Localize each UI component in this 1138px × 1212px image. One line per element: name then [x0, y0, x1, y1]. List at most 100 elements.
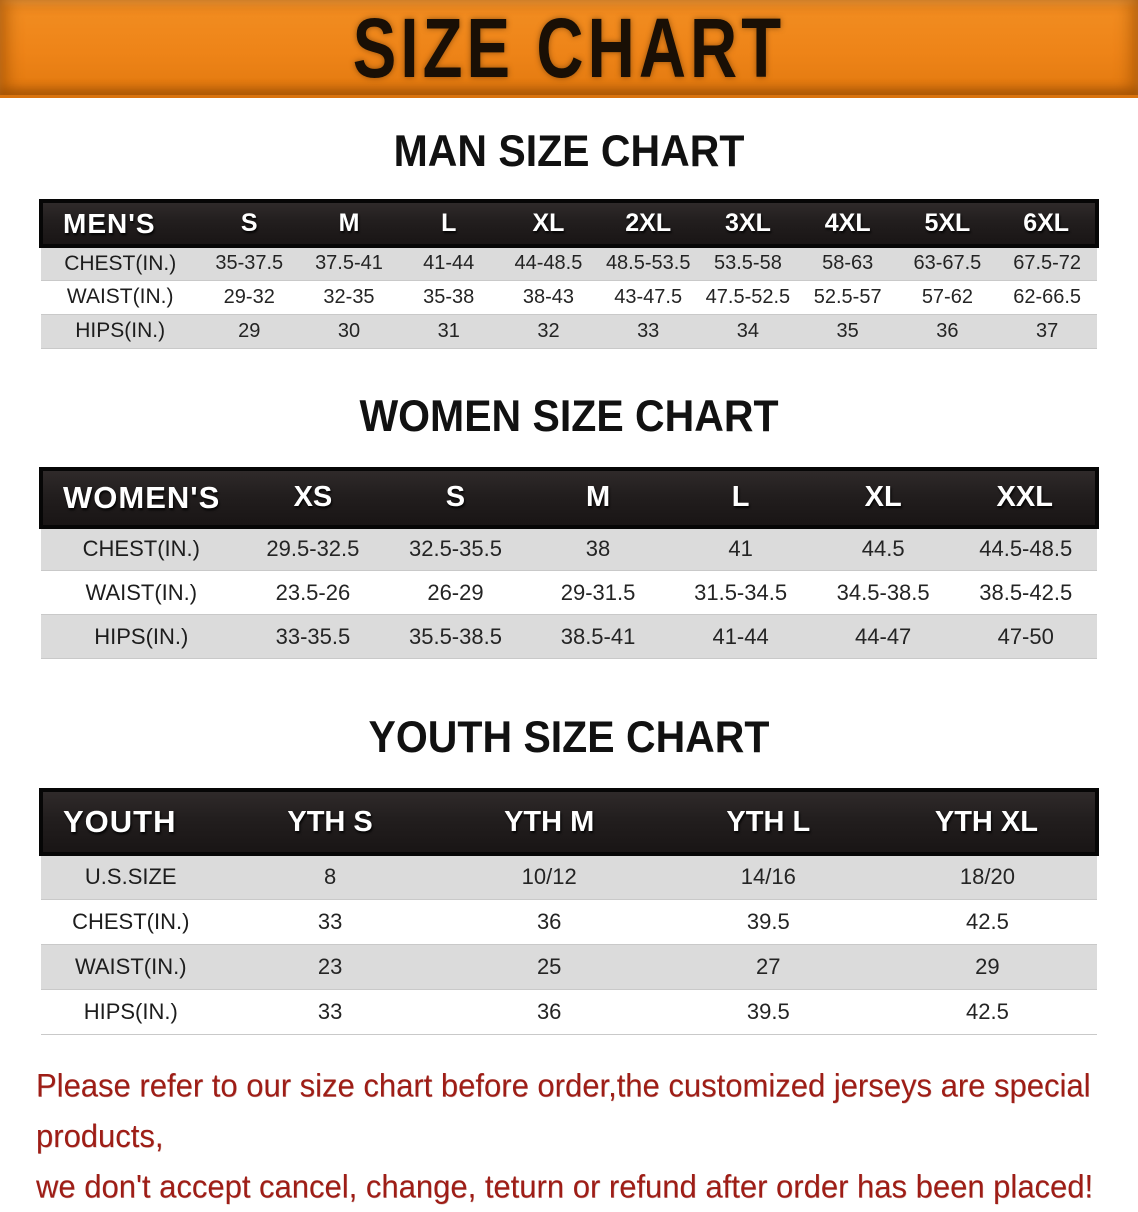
- measurement-label: U.S.SIZE: [41, 854, 221, 900]
- size-column-header: XL: [498, 199, 599, 248]
- size-value-cell: 44-47: [811, 614, 955, 659]
- disclaimer-line-1: Please refer to our size chart before or…: [36, 1066, 1091, 1154]
- size-column-header: S: [384, 466, 527, 529]
- size-value-cell: 32-35: [299, 280, 399, 315]
- size-column-header: M: [526, 466, 670, 529]
- size-column-header: YTH S: [220, 788, 440, 856]
- measurement-row: CHEST(IN.) 35-37.5 37.5-41 41-44 44-48.5 48.5…: [41, 246, 1097, 281]
- size-column-header: L: [669, 466, 812, 529]
- size-value-cell: 32.5-35.5: [384, 526, 527, 571]
- measurement-label: CHEST(IN.): [41, 246, 200, 281]
- page-title: SIZE CHART: [352, 0, 786, 96]
- size-header-row: MEN'S S M L XL 2XL 3XL 4XL 5XL 6XL: [38, 199, 1099, 248]
- size-header-row: WOMEN'S XS S M L XL XXL: [39, 466, 1099, 529]
- size-value-cell: 37.5-41: [299, 246, 399, 281]
- size-value-cell: 23.5-26: [241, 570, 385, 615]
- size-value-cell: 38: [526, 526, 670, 571]
- size-value-cell: 53.5-58: [698, 246, 798, 281]
- size-value-cell: 36: [439, 989, 659, 1035]
- size-column-header: S: [199, 199, 300, 248]
- size-column-header: YTH M: [439, 788, 659, 856]
- measurement-label: HIPS(IN.): [41, 989, 221, 1035]
- measurement-label: WAIST(IN.): [41, 570, 242, 615]
- size-column-header: L: [398, 199, 499, 248]
- size-value-cell: 42.5: [877, 989, 1097, 1035]
- size-value-cell: 41-44: [669, 614, 812, 659]
- measurement-label: HIPS(IN.): [41, 314, 200, 349]
- size-value-cell: 8: [220, 854, 440, 900]
- size-value-cell: 44-48.5: [498, 246, 599, 281]
- size-value-cell: 35.5-38.5: [384, 614, 527, 659]
- size-value-cell: 36: [439, 899, 659, 945]
- size-value-cell: 27: [658, 944, 878, 990]
- size-value-cell: 33: [220, 989, 440, 1035]
- size-value-cell: 14/16: [658, 854, 878, 900]
- size-column-header: YTH L: [658, 788, 878, 856]
- measurement-label: CHEST(IN.): [41, 899, 221, 945]
- size-value-cell: 29-31.5: [526, 570, 670, 615]
- youth-section-heading: YOUTH SIZE CHART: [368, 712, 770, 762]
- size-header-row: YOUTH YTH S YTH M YTH L YTH XL: [39, 788, 1100, 856]
- size-value-cell: 30: [299, 314, 399, 349]
- size-value-cell: 33-35.5: [241, 614, 385, 659]
- measurement-row: HIPS(IN.) 33 36 39.5 42.5: [41, 989, 1097, 1035]
- measurement-row: WAIST(IN.) 23 25 27 29: [41, 944, 1097, 990]
- measurement-label: WAIST(IN.): [41, 280, 200, 315]
- size-value-cell: 44.5-48.5: [954, 526, 1097, 571]
- size-value-cell: 39.5: [658, 899, 878, 945]
- measurement-row: HIPS(IN.) 29 30 31 32 33 34 35 36 37: [41, 314, 1097, 349]
- size-column-header: M: [299, 199, 399, 248]
- size-value-cell: 33: [598, 314, 699, 349]
- table-group-label: MEN'S: [38, 199, 200, 248]
- size-column-header: 4XL: [797, 199, 898, 248]
- youth-size-section: YOUTH SIZE CHART YOUTH YTH S YTH M YTH L YTH…: [0, 712, 1138, 1035]
- size-value-cell: 29: [877, 944, 1097, 990]
- size-column-header: XS: [241, 466, 385, 529]
- measurement-row: CHEST(IN.) 29.5-32.5 32.5-35.5 38 41 44.5 44.5…: [41, 526, 1097, 571]
- size-value-cell: 31: [398, 314, 499, 349]
- size-value-cell: 38-43: [498, 280, 599, 315]
- size-value-cell: 38.5-42.5: [954, 570, 1097, 615]
- size-value-cell: 18/20: [877, 854, 1097, 900]
- measurement-label: HIPS(IN.): [41, 614, 242, 659]
- size-value-cell: 47-50: [954, 614, 1097, 659]
- measurement-label: WAIST(IN.): [41, 944, 221, 990]
- size-value-cell: 67.5-72: [997, 246, 1097, 281]
- size-value-cell: 44.5: [811, 526, 955, 571]
- size-value-cell: 52.5-57: [797, 280, 898, 315]
- size-value-cell: 34: [698, 314, 798, 349]
- measurement-row: U.S.SIZE 8 10/12 14/16 18/20: [41, 854, 1097, 900]
- size-value-cell: 10/12: [439, 854, 659, 900]
- size-value-cell: 25: [439, 944, 659, 990]
- size-column-header: 3XL: [698, 199, 798, 248]
- women-section-heading: WOMEN SIZE CHART: [359, 390, 779, 441]
- disclaimer-line-2: we don't accept cancel, change, teturn o…: [36, 1167, 1094, 1205]
- size-value-cell: 29.5-32.5: [241, 526, 385, 571]
- size-value-cell: 33: [220, 899, 440, 945]
- size-value-cell: 32: [498, 314, 599, 349]
- size-value-cell: 26-29: [384, 570, 527, 615]
- men-size-section: MAN SIZE CHART MEN'S S M L XL 2XL 3XL 4XL 5XL 6XL…: [0, 126, 1138, 349]
- banner: SIZE CHART: [0, 0, 1138, 98]
- size-value-cell: 48.5-53.5: [598, 246, 699, 281]
- size-value-cell: 35-37.5: [199, 246, 300, 281]
- size-value-cell: 63-67.5: [897, 246, 998, 281]
- size-value-cell: 34.5-38.5: [811, 570, 955, 615]
- size-column-header: XXL: [954, 466, 1099, 529]
- measurement-label: CHEST(IN.): [41, 526, 242, 571]
- men-size-table: MEN'S S M L XL 2XL 3XL 4XL 5XL 6XL CHEST(IN.) 35-37…: [38, 199, 1099, 349]
- measurement-row: WAIST(IN.) 23.5-26 26-29 29-31.5 31.5-34.5 34…: [41, 570, 1097, 615]
- measurement-row: HIPS(IN.) 33-35.5 35.5-38.5 38.5-41 41-44 44-…: [41, 614, 1097, 659]
- size-value-cell: 36: [897, 314, 998, 349]
- size-value-cell: 35-38: [398, 280, 499, 315]
- women-size-table: WOMEN'S XS S M L XL XXL CHEST(IN.) 29.5-32.5 32.5…: [39, 466, 1099, 659]
- size-value-cell: 57-62: [897, 280, 998, 315]
- size-column-header: XL: [811, 466, 955, 529]
- size-value-cell: 31.5-34.5: [669, 570, 812, 615]
- disclaimer-text: Please refer to our size chart before or…: [36, 1061, 1138, 1212]
- size-value-cell: 41-44: [398, 246, 499, 281]
- size-value-cell: 58-63: [797, 246, 898, 281]
- size-column-header: 2XL: [598, 199, 699, 248]
- size-value-cell: 29: [199, 314, 300, 349]
- size-value-cell: 38.5-41: [526, 614, 670, 659]
